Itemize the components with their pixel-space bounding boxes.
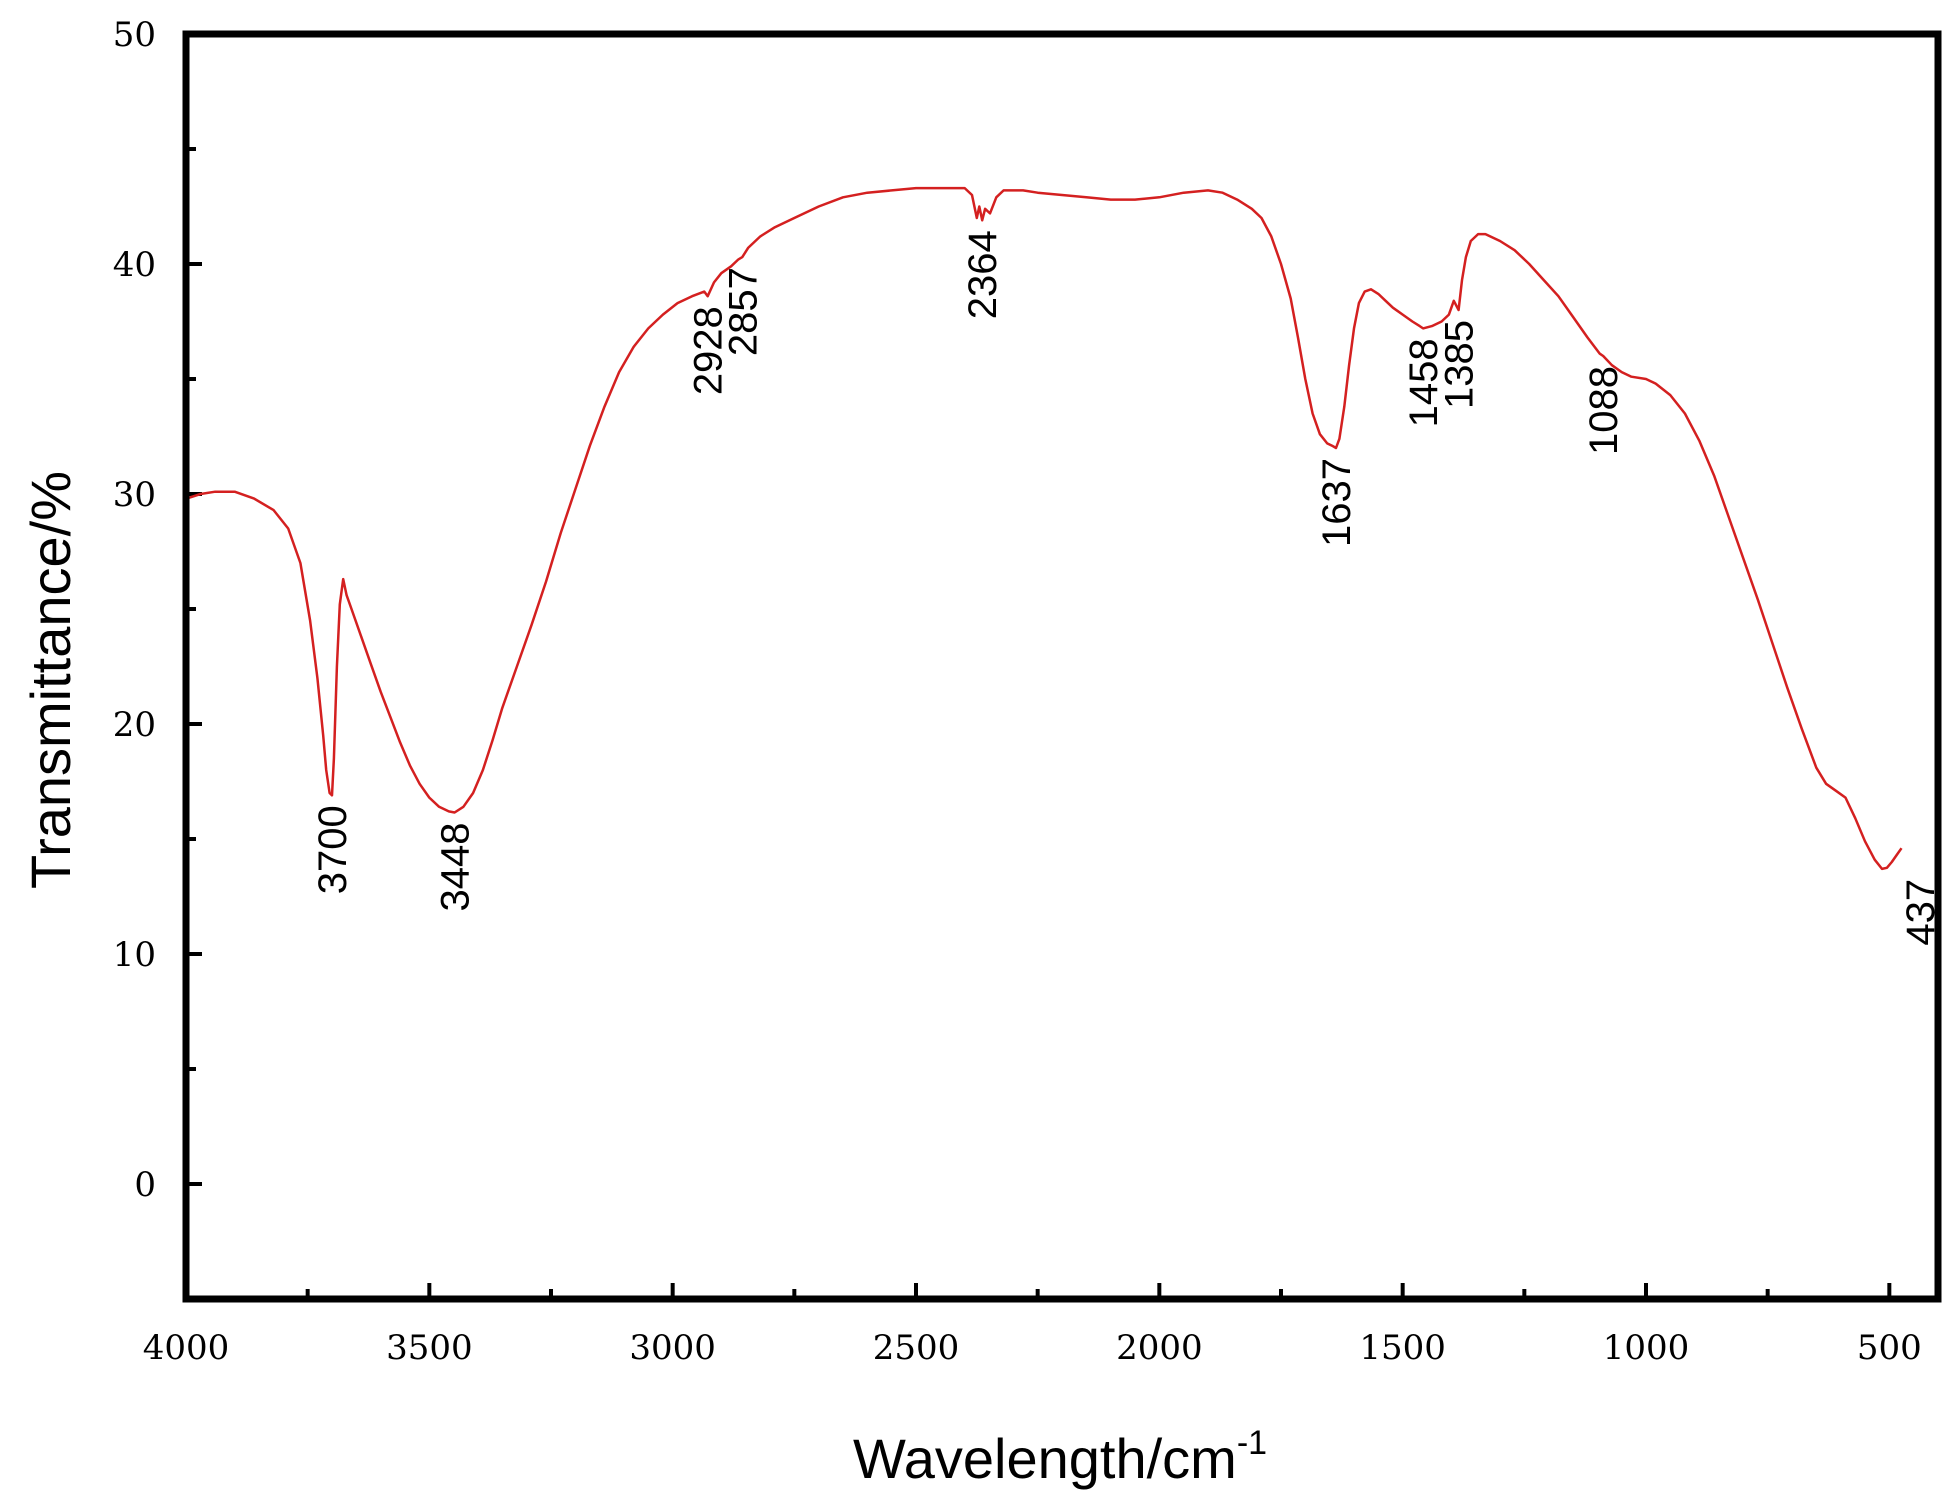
- x-axis-title: Wavelength/cm-1: [853, 1424, 1267, 1490]
- y-tick-label: 40: [113, 245, 156, 285]
- peak-label: 3448: [434, 823, 478, 912]
- y-tick-label: 30: [113, 475, 156, 515]
- x-tick-label: 500: [1857, 1328, 1922, 1368]
- peak-label: 2857: [721, 267, 765, 356]
- x-axis-title-superscript: -1: [1237, 1424, 1267, 1462]
- peak-label: 1637: [1315, 458, 1359, 547]
- peak-label: 2928: [687, 306, 731, 395]
- y-tick-labels: 0 10 20 30 40 50: [113, 15, 156, 1205]
- peak-label: 1458: [1402, 338, 1446, 427]
- x-tick-label: 2500: [873, 1328, 960, 1368]
- x-tick-label: 3000: [629, 1328, 716, 1368]
- x-tick-label: 3500: [386, 1328, 473, 1368]
- peak-label: 1088: [1582, 366, 1626, 455]
- plot-frame: [182, 30, 1942, 1303]
- x-tick-label: 2000: [1116, 1328, 1203, 1368]
- tick-marks: [184, 32, 1892, 1299]
- peak-label: 437: [1899, 879, 1943, 946]
- y-tick-label: 20: [113, 705, 156, 745]
- peak-label: 2364: [961, 230, 1005, 319]
- y-tick-label: 10: [113, 935, 156, 975]
- x-tick-labels: 4000 3500 3000 2500 2000 1500 1000 500: [143, 1328, 1922, 1368]
- peak-label: 1385: [1438, 320, 1482, 409]
- y-axis-title: Transmittance/%: [19, 471, 82, 889]
- y-tick-label: 50: [113, 15, 156, 55]
- peak-label: 3700: [311, 805, 355, 894]
- x-tick-label: 4000: [143, 1328, 230, 1368]
- x-tick-label: 1500: [1359, 1328, 1446, 1368]
- x-tick-label: 1000: [1603, 1328, 1690, 1368]
- spectrum-line: [184, 186, 1903, 1185]
- y-tick-label: 0: [134, 1165, 156, 1205]
